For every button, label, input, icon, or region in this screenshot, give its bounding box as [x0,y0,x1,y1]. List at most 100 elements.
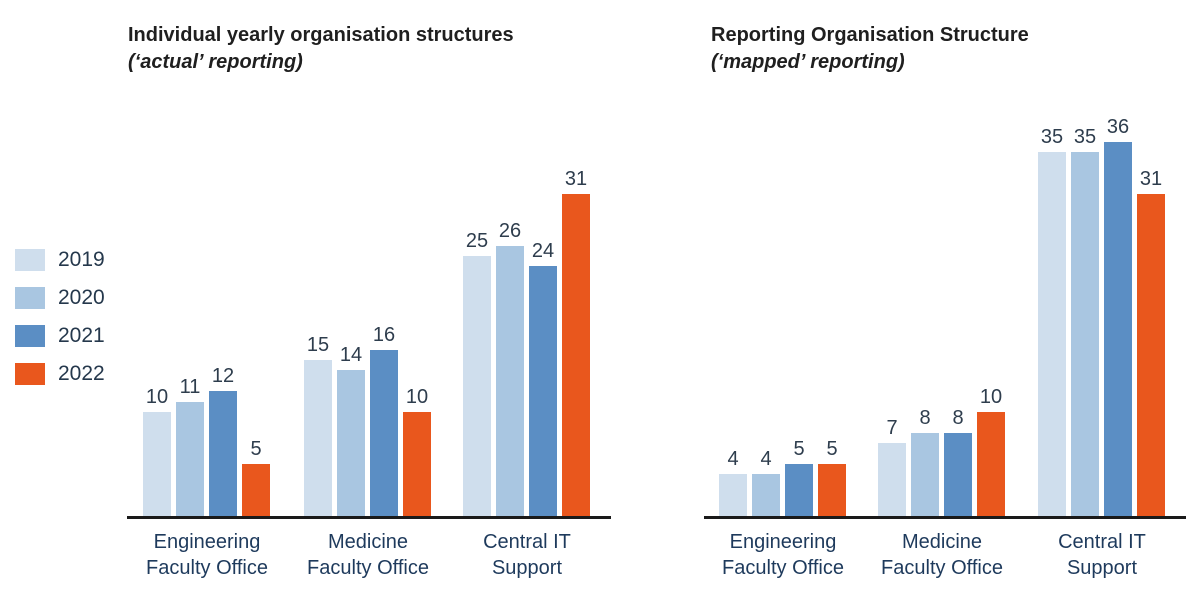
bar-2019 [719,474,747,516]
bar-2019 [143,412,171,516]
chart-title-line: Reporting Organisation Structure [711,24,1029,46]
chart-subtitle: (‘actual’ reporting) [128,51,303,73]
bar-group-medicine: 7 8 8 10 [878,386,1005,516]
bar-2022 [403,412,431,516]
value-label: 25 [465,230,489,252]
value-label: 31 [564,168,588,190]
chart-title-mapped: Reporting Organisation Structure (‘mappe… [711,22,1029,76]
bar-2019 [878,443,906,516]
bar-2022 [977,412,1005,516]
bar-2019 [304,360,332,516]
bar-2020 [176,402,204,516]
bar-column: 25 [463,230,491,516]
bar-2019 [463,256,491,516]
legend-item-2019: 2019 [15,248,105,272]
bar-column: 10 [977,386,1005,516]
bar-group-central-it: 25 26 24 31 [463,168,590,516]
value-label: 4 [727,448,739,470]
x-axis-line [127,516,611,519]
bar-column: 14 [337,344,365,516]
value-label: 35 [1040,126,1064,148]
bar-column: 16 [370,324,398,516]
value-label: 5 [826,438,838,460]
bar-2021 [209,391,237,516]
bar-2020 [1071,152,1099,516]
bar-2020 [496,246,524,516]
legend-item-2020: 2020 [15,286,105,310]
bar-column: 5 [785,438,813,516]
legend-item-2021: 2021 [15,324,105,348]
chart-subtitle: (‘mapped’ reporting) [711,51,905,73]
value-label: 14 [339,344,363,366]
bar-2022 [242,464,270,516]
value-label: 4 [760,448,772,470]
bar-group-engineering: 10 11 12 5 [143,365,270,516]
category-label: Central IT Support [1058,531,1146,579]
value-label: 11 [179,376,201,398]
bar-2022 [818,464,846,516]
value-label: 26 [498,220,522,242]
value-label: 35 [1073,126,1097,148]
value-label: 10 [145,386,169,408]
value-label: 36 [1106,116,1130,138]
legend-swatch-2021 [15,325,45,347]
category-label: Central IT Support [483,531,571,579]
category-label: Engineering Faculty Office [146,531,268,579]
legend-label: 2022 [58,362,105,385]
bar-2021 [785,464,813,516]
bar-2019 [1038,152,1066,516]
bar-column: 4 [752,448,780,516]
value-label: 10 [405,386,429,408]
bar-column: 35 [1071,126,1099,516]
value-label: 5 [250,438,262,460]
value-label: 12 [211,365,235,387]
legend-swatch-2020 [15,287,45,309]
legend-label: 2019 [58,248,105,271]
bar-2021 [1104,142,1132,516]
category-label: Medicine Faculty Office [307,531,429,579]
chart-title-line: Individual yearly organisation structure… [128,24,514,46]
legend-label: 2020 [58,286,105,309]
legend: 2019 2020 2021 2022 [15,248,105,386]
bar-column: 5 [242,438,270,516]
legend-item-2022: 2022 [15,362,105,386]
bar-2021 [529,266,557,516]
chart-title-actual: Individual yearly organisation structure… [128,22,514,76]
bar-2020 [911,433,939,516]
legend-swatch-2022 [15,363,45,385]
bar-column: 15 [304,334,332,516]
bar-2020 [752,474,780,516]
bar-column: 5 [818,438,846,516]
bar-2022 [562,194,590,516]
value-label: 5 [793,438,805,460]
legend-label: 2021 [58,324,105,347]
bar-column: 31 [562,168,590,516]
bar-column: 11 [176,376,204,516]
x-axis-line [704,516,1186,519]
category-label: Engineering Faculty Office [722,531,844,579]
bar-column: 10 [403,386,431,516]
bar-column: 31 [1137,168,1165,516]
value-label: 7 [886,417,898,439]
value-label: 24 [531,240,555,262]
bar-group-medicine: 15 14 16 10 [304,324,431,516]
value-label: 8 [952,407,964,429]
value-label: 16 [372,324,396,346]
bar-2021 [944,433,972,516]
bar-group-central-it: 35 35 36 31 [1038,116,1165,516]
value-label: 8 [919,407,931,429]
bar-column: 35 [1038,126,1066,516]
bar-column: 10 [143,386,171,516]
bar-column: 4 [719,448,747,516]
category-label: Medicine Faculty Office [881,531,1003,579]
bar-2021 [370,350,398,516]
value-label: 15 [306,334,330,356]
bar-column: 7 [878,417,906,516]
value-label: 10 [979,386,1003,408]
bar-column: 26 [496,220,524,516]
bar-column: 24 [529,240,557,516]
legend-swatch-2019 [15,249,45,271]
bar-2020 [337,370,365,516]
